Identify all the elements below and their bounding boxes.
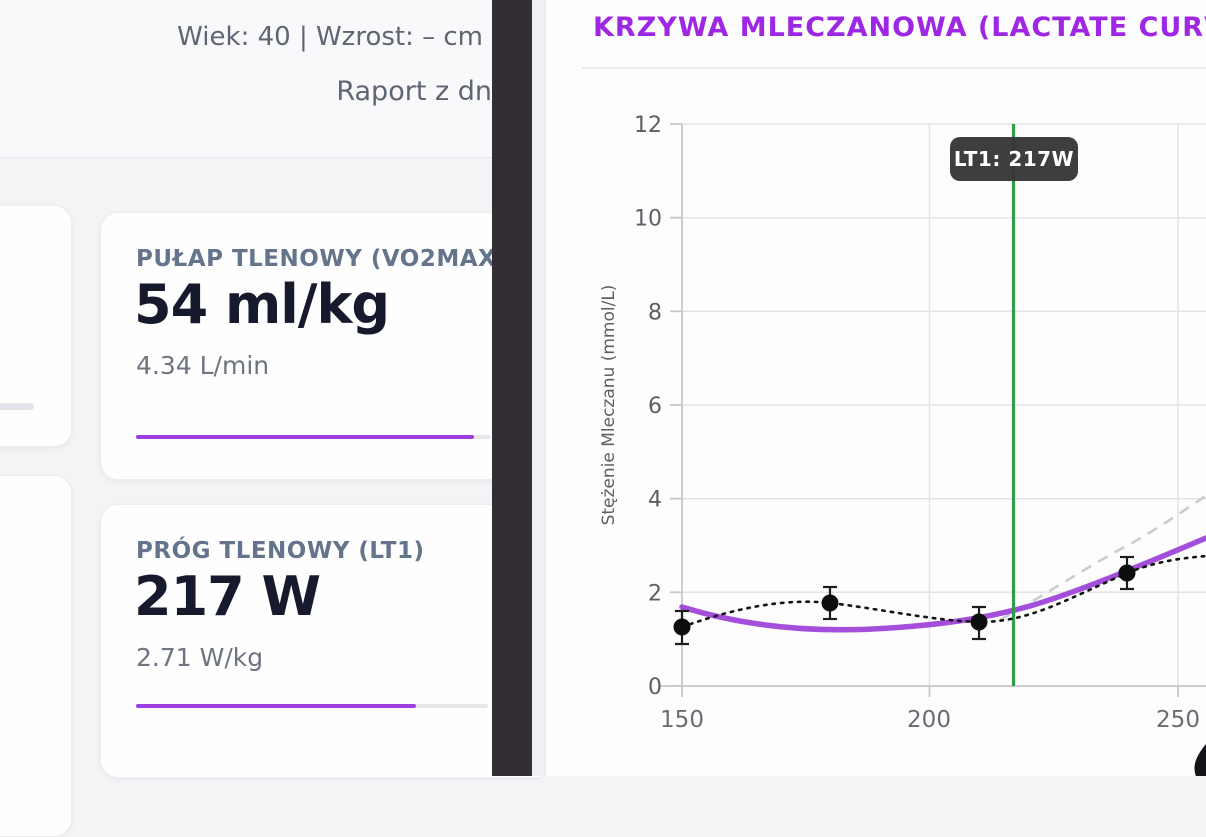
x-tick-250: 250 (1156, 707, 1200, 733)
lactate-curve-chart[interactable]: 12 10 8 6 4 2 0 150 200 250 Stężenie Mle… (0, 0, 1206, 776)
lt1-tooltip: LT1: 217W (950, 137, 1078, 181)
lactate-curve-panel: KRZYWA MLECZANOWA (LACTATE CURVE) (545, 0, 1206, 776)
report-header: Wiek: 40 | Wzrost: – cm Raport z dn (0, 0, 532, 158)
vo2max-card: PUŁAP TLENOWY (VO2MAX) 54 ml/kg 4.34 L/m… (100, 212, 541, 480)
report-summary-panel: Wiek: 40 | Wzrost: – cm Raport z dn PUŁA… (0, 0, 541, 837)
measured-series-line (680, 554, 1206, 629)
report-date: Raport z dn (336, 76, 492, 107)
vo2max-progress-fill (136, 435, 474, 439)
y-tick-6: 6 (648, 394, 662, 419)
chart-title: KRZYWA MLECZANOWA (LACTATE CURVE) (593, 12, 1206, 43)
y-gridlines (682, 123, 1206, 594)
device-frame-edge (492, 0, 532, 776)
vo2max-card-value: 54 ml/kg (134, 273, 390, 336)
lt1-card-value: 217 W (134, 565, 321, 628)
x-tick-labels: 150 200 250 (660, 707, 1200, 733)
y-tick-2: 2 (648, 581, 662, 606)
axes (660, 123, 1206, 697)
vo2max-card-subvalue: 4.34 L/min (136, 351, 270, 380)
exponential-fit-line (999, 494, 1206, 622)
chart-title-divider (582, 67, 1206, 69)
y-tick-4: 4 (648, 488, 662, 513)
lt1-progress-fill (136, 704, 416, 708)
y-tick-0: 0 (648, 675, 662, 700)
lt1-tooltip-label: LT1: 217W (953, 147, 1075, 171)
lt1-card-subvalue: 2.71 W/kg (136, 643, 264, 672)
y-tick-10: 10 (634, 207, 662, 232)
vo2max-card-label: PUŁAP TLENOWY (VO2MAX) (136, 246, 508, 272)
y-axis-title: Stężenie Mleczanu (mmol/L) (599, 285, 619, 526)
x-tick-200: 200 (907, 707, 951, 733)
lt1-progress-track (136, 704, 488, 708)
data-points (673, 564, 1136, 636)
panel-gap (532, 0, 545, 776)
metric-card-partial-progress (0, 403, 34, 410)
x-tick-150: 150 (660, 707, 704, 733)
y-tick-labels: 12 10 8 6 4 2 0 (634, 113, 662, 700)
y-tick-8: 8 (648, 300, 662, 325)
corner-decoration (1194, 744, 1206, 776)
x-gridlines (928, 124, 1179, 686)
lt1-card-label: PRÓG TLENOWY (LT1) (136, 538, 425, 564)
y-tick-12: 12 (634, 113, 662, 138)
patient-info: Wiek: 40 | Wzrost: – cm (177, 22, 483, 52)
vo2max-progress-track (136, 435, 491, 439)
